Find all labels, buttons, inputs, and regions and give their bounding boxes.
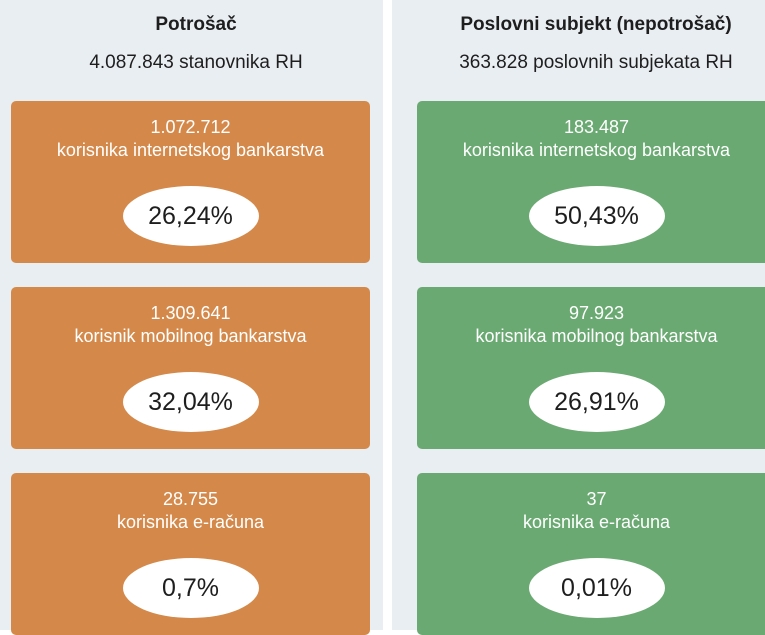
stat-percent: 50,43% [528,186,665,246]
column-title: Poslovni subjekt (nepotrošač) [460,14,732,35]
stat-label: korisnika internetskog bankarstva [56,140,325,160]
stat-count: 37 [586,489,607,509]
stat-label: korisnika internetskog bankarstva [462,140,731,160]
stat-percent: 26,91% [528,372,665,432]
stat-count: 1.072.712 [150,117,231,137]
stat-percent: 0,7% [122,558,259,618]
stat-card: 183.487 korisnika internetskog bankarstva… [417,101,765,263]
column-header: Potrošač 4.087.843 stanovnika RH [0,10,392,74]
stat-percent: 0,01% [528,558,665,618]
stat-count: 1.309.641 [150,303,231,323]
column-title: Potrošač [155,14,237,35]
stat-card: 97.923 korisnika mobilnog bankarstva 26,91… [417,287,765,449]
stat-label: korisnik mobilnog bankarstva [74,326,307,346]
column-header: Poslovni subjekt (nepotrošač) 363.828 pos… [392,10,765,74]
stat-percent: 32,04% [122,372,259,432]
stat-card: 28.755 korisnika e-računa 0,7% [11,473,370,635]
stat-label: korisnika mobilnog bankarstva [475,326,718,346]
column: Poslovni subjekt (nepotrošač) 363.828 pos… [392,0,765,635]
stat-label: korisnika e-računa [522,512,671,532]
stat-count: 28.755 [162,489,219,509]
stat-percent: 26,24% [122,186,259,246]
column-subtitle: 363.828 poslovnih subjekata RH [459,52,733,73]
stat-count: 97.923 [568,303,625,323]
column-subtitle: 4.087.843 stanovnika RH [89,52,303,73]
stat-label: korisnika e-računa [116,512,265,532]
stat-card: 1.309.641 korisnik mobilnog bankarstva 32,… [11,287,370,449]
stat-card: 1.072.712 korisnika internetskog bankarst… [11,101,370,263]
stat-count: 183.487 [563,117,630,137]
stat-card: 37 korisnika e-računa 0,01% [417,473,765,635]
column: Potrošač 4.087.843 stanovnika RH 1.072.712… [0,0,383,635]
